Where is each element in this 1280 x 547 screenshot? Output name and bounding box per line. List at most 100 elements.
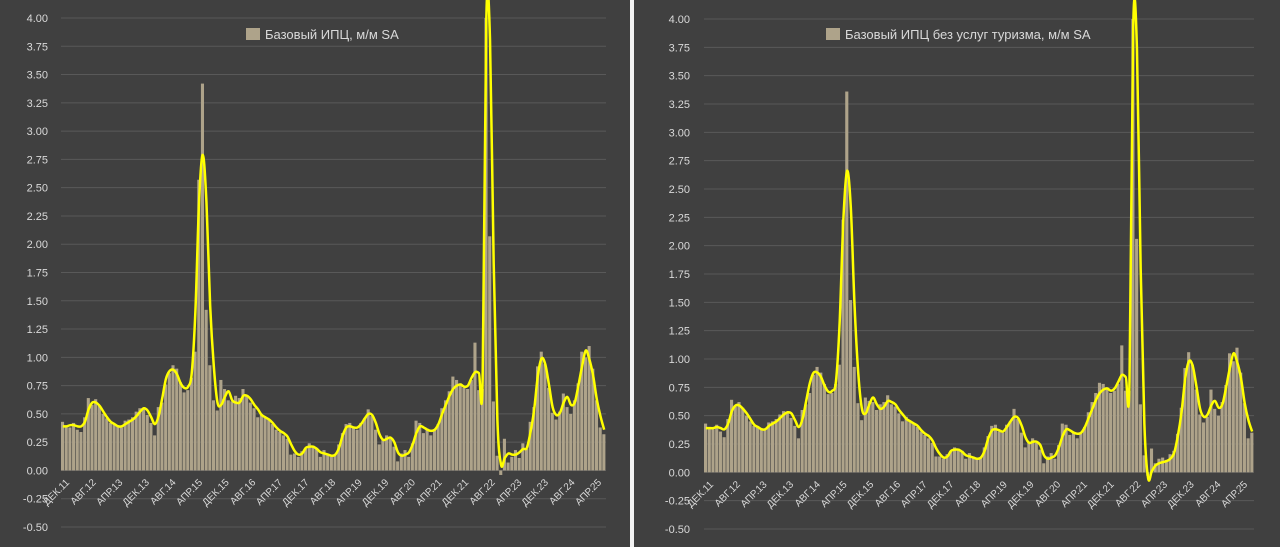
x-tick-label: ДЕК.15 — [845, 479, 877, 511]
bar — [469, 379, 473, 471]
bar — [366, 409, 370, 471]
bar — [737, 402, 741, 473]
bar — [565, 407, 569, 471]
bar — [443, 400, 448, 471]
bar — [744, 415, 748, 473]
y-tick-label: -0.25 — [665, 496, 690, 508]
bar — [594, 400, 599, 471]
y-tick-label: 2.50 — [27, 183, 48, 195]
x-tick-label: ДЕК.19 — [360, 477, 392, 509]
bar — [1205, 416, 1209, 473]
y-tick-label: 0.75 — [27, 381, 48, 393]
bar — [64, 426, 68, 471]
x-tick-label: ДЕК.11 — [685, 479, 716, 510]
bar — [307, 443, 311, 471]
bar — [841, 219, 845, 473]
bar — [499, 470, 503, 475]
bar — [407, 456, 411, 471]
bar — [219, 379, 223, 471]
bar — [808, 393, 812, 473]
bar — [171, 365, 175, 471]
x-tick-label: АПР.23 — [494, 477, 525, 508]
trend-line — [705, 0, 1254, 482]
bar — [90, 404, 94, 471]
bar — [1049, 453, 1053, 473]
x-tick-label: АПР.19 — [334, 477, 365, 508]
bar — [800, 410, 804, 473]
bar — [576, 383, 580, 471]
y-tick-label: 0.00 — [27, 465, 48, 477]
x-tick-label: АВГ.22 — [1113, 479, 1143, 509]
bar — [1034, 442, 1038, 473]
bar — [374, 429, 378, 471]
bar — [819, 372, 823, 473]
bar — [967, 453, 971, 473]
bar — [204, 309, 208, 471]
y-tick-label: 3.75 — [27, 41, 48, 53]
bar — [311, 445, 315, 471]
bar — [1064, 424, 1068, 473]
bar — [200, 83, 205, 471]
bar — [1201, 422, 1206, 473]
bar — [793, 425, 797, 473]
bar — [1239, 372, 1243, 473]
bar — [362, 418, 367, 471]
y-tick-label: 2.00 — [669, 241, 690, 253]
x-tick-label: АВГ.22 — [468, 477, 498, 507]
legend-label: Базовый ИПЦ, м/м SA — [265, 27, 399, 42]
bar — [975, 458, 979, 473]
bar — [521, 443, 525, 471]
bar — [488, 236, 492, 471]
bar — [223, 389, 227, 471]
bar — [160, 402, 164, 471]
y-tick-label: 2.25 — [27, 211, 48, 223]
y-tick-label: 3.50 — [669, 71, 690, 83]
bar — [1116, 383, 1120, 473]
bar — [1042, 463, 1046, 473]
y-tick-label: 1.25 — [27, 324, 48, 336]
bar — [1231, 361, 1235, 473]
bar — [119, 427, 123, 471]
bar — [741, 407, 745, 473]
bar — [274, 429, 278, 471]
bar — [986, 436, 990, 473]
bar — [926, 438, 931, 473]
bar — [893, 406, 897, 473]
y-tick-label: -0.25 — [23, 494, 48, 506]
bar — [1057, 445, 1061, 473]
bar — [930, 442, 934, 473]
bar — [704, 423, 708, 473]
bar — [878, 404, 882, 473]
bar — [370, 416, 374, 471]
bar — [193, 351, 197, 471]
bar — [418, 422, 422, 471]
bar — [326, 453, 330, 471]
y-tick-label: 1.25 — [669, 326, 690, 338]
bar — [934, 456, 938, 473]
y-tick-label: 1.00 — [669, 354, 690, 366]
bar — [197, 179, 201, 471]
bar — [252, 408, 256, 471]
bar — [429, 435, 433, 471]
bar — [711, 429, 715, 473]
y-tick-label: 1.75 — [669, 269, 690, 281]
bar — [1045, 456, 1050, 473]
y-tick-label: 4.00 — [669, 14, 690, 26]
bar — [1242, 403, 1246, 473]
x-tick-label: АПР.13 — [95, 477, 126, 508]
bar — [175, 368, 179, 471]
bar — [1016, 419, 1020, 473]
bar — [145, 415, 149, 471]
bar — [1246, 438, 1250, 473]
bar — [351, 427, 355, 471]
bar — [186, 390, 190, 471]
bar — [707, 428, 711, 473]
bar — [763, 429, 767, 473]
bar — [447, 391, 451, 471]
bar — [108, 422, 112, 471]
bar — [952, 447, 957, 473]
bar — [863, 397, 867, 473]
y-tick-label: 0.00 — [669, 467, 690, 479]
bar — [1164, 459, 1168, 473]
bar — [979, 457, 983, 473]
